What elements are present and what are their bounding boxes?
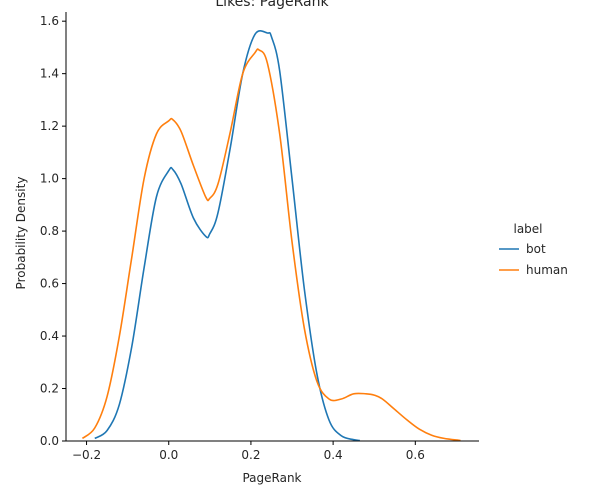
y-tick-label: 0.0 xyxy=(40,434,59,448)
x-tick-label: 0.4 xyxy=(324,448,343,462)
plot-area xyxy=(81,29,461,442)
y-axis-label: Probability Density xyxy=(14,177,28,290)
chart-title: Likes: PageRank xyxy=(215,0,329,10)
x-tick-label: 0.2 xyxy=(241,448,260,462)
x-tick-label: −0.2 xyxy=(72,448,101,462)
x-tick-label: 0.0 xyxy=(159,448,178,462)
legend-entry-bot: bot xyxy=(526,242,546,256)
y-tick-label: 1.4 xyxy=(40,67,59,81)
y-tick-label: 0.2 xyxy=(40,382,59,396)
legend-title: label xyxy=(513,222,542,236)
y-axis: 0.0 0.2 0.4 0.6 0.8 1.0 1.2 1.4 1.6 xyxy=(40,12,67,448)
y-tick-label: 0.8 xyxy=(40,224,59,238)
y-tick-label: 0.6 xyxy=(40,277,59,291)
y-tick-label: 1.0 xyxy=(40,172,59,186)
series-line-human xyxy=(81,48,461,442)
series-line-bot xyxy=(94,29,360,442)
y-tick-label: 0.4 xyxy=(40,329,59,343)
y-tick-label: 1.6 xyxy=(40,14,59,28)
legend-entry-human: human xyxy=(526,263,568,277)
x-axis-label: PageRank xyxy=(242,471,301,485)
legend: label bot human xyxy=(499,222,568,277)
x-tick-label: 0.6 xyxy=(406,448,425,462)
y-tick-label: 1.2 xyxy=(40,119,59,133)
x-axis: −0.2 0.0 0.2 0.4 0.6 xyxy=(66,440,479,462)
